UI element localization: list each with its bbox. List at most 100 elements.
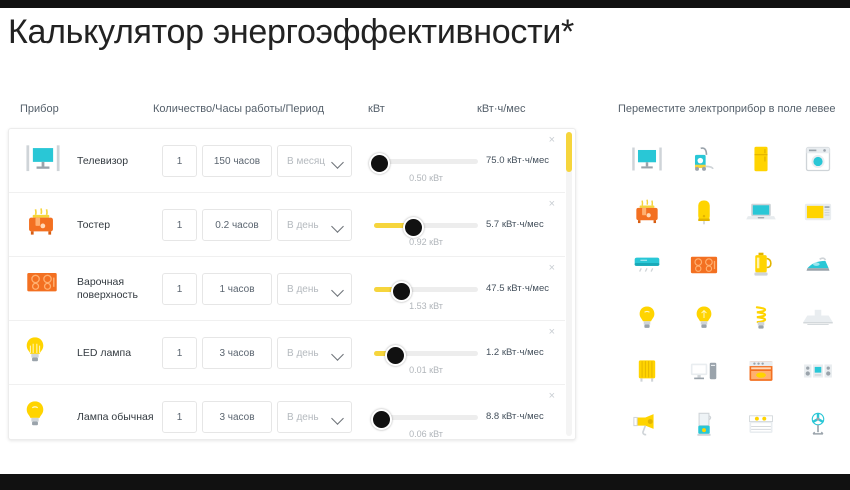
power-slider-fill [374, 287, 399, 292]
period-select[interactable]: В день [277, 337, 352, 369]
period-select[interactable]: В день [277, 273, 352, 305]
remove-row-button[interactable]: × [548, 326, 555, 338]
toaster-icon [23, 205, 69, 245]
cfl-bulb-icon[interactable] [732, 291, 789, 344]
chevron-down-icon [331, 348, 344, 361]
oven-icon[interactable] [732, 344, 789, 397]
list-scrollbar-thumb[interactable] [566, 132, 572, 172]
air-conditioner-icon[interactable] [618, 238, 675, 291]
appliance-name: Лампа обычная [77, 410, 154, 423]
power-slider[interactable] [374, 217, 478, 238]
appliance-name: Тостер [77, 218, 111, 231]
power-slider[interactable] [374, 281, 478, 302]
period-select[interactable]: В месяц [277, 145, 352, 177]
consumption-kwh-value: 1.2 кВт·ч/мес [486, 347, 544, 358]
column-header-device: Прибор [20, 103, 59, 115]
laptop-icon[interactable] [732, 185, 789, 238]
power-slider-thumb[interactable] [384, 345, 406, 366]
list-scrollbar[interactable] [566, 132, 572, 436]
power-slider-thumb[interactable] [390, 281, 412, 302]
fan-icon[interactable] [789, 397, 846, 450]
light-bulb-icon-2[interactable] [675, 291, 732, 344]
power-slider[interactable] [371, 409, 478, 430]
remove-row-button[interactable]: × [548, 390, 555, 402]
power-slider-fill [374, 223, 412, 228]
chevron-down-icon [331, 412, 344, 425]
iron-icon[interactable] [789, 238, 846, 291]
chevron-down-icon [331, 220, 344, 233]
appliance-name: Телевизор [77, 154, 129, 167]
blender-icon[interactable] [675, 397, 732, 450]
appliance-icon-grid [618, 132, 846, 450]
kettle-icon[interactable] [732, 238, 789, 291]
consumption-kwh-value: 75.0 кВт·ч/мес [486, 155, 549, 166]
appliance-row: × Лампа обычная 1 3 часов В день 0.06 кВ… [9, 385, 565, 439]
quantity-input[interactable]: 1 [162, 145, 197, 177]
hours-input[interactable]: 150 часов [202, 145, 272, 177]
appliance-list-card: × Телевизор 1 150 часов В месяц 0.50 кВт… [8, 128, 576, 440]
quantity-input[interactable]: 1 [162, 337, 197, 369]
stereo-system-icon[interactable] [789, 344, 846, 397]
appliance-name: LED лампа [77, 346, 132, 359]
water-heater-icon[interactable] [675, 185, 732, 238]
range-hood-icon[interactable] [789, 291, 846, 344]
microwave-icon[interactable] [789, 185, 846, 238]
oil-heater-icon[interactable] [618, 344, 675, 397]
light-bulb-icon[interactable] [618, 291, 675, 344]
hours-input[interactable]: 0.2 часов [202, 209, 272, 241]
period-select-value: В день [287, 347, 319, 359]
power-slider-thumb[interactable] [371, 409, 393, 430]
power-slider[interactable] [374, 345, 478, 366]
remove-row-button[interactable]: × [548, 198, 555, 210]
power-kw-label: 0.01 кВт [409, 365, 443, 375]
led-bulb-icon [23, 333, 69, 373]
top-black-bar [0, 0, 850, 8]
column-header-kw: кВт [368, 103, 385, 115]
appliance-row: × LED лампа 1 3 часов В день 0.01 кВт 1.… [9, 321, 565, 385]
tv-icon [23, 141, 69, 181]
refrigerator-icon[interactable] [732, 132, 789, 185]
period-select[interactable]: В день [277, 209, 352, 241]
toaster-icon[interactable] [618, 185, 675, 238]
period-select[interactable]: В день [277, 401, 352, 433]
quantity-input[interactable]: 1 [162, 273, 197, 305]
hours-input[interactable]: 3 часов [202, 337, 272, 369]
chevron-down-icon [331, 284, 344, 297]
hours-input[interactable]: 1 часов [202, 273, 272, 305]
appliance-row: × Телевизор 1 150 часов В месяц 0.50 кВт… [9, 129, 565, 193]
remove-row-button[interactable]: × [548, 134, 555, 146]
desktop-computer-icon[interactable] [675, 344, 732, 397]
washing-machine-icon[interactable] [789, 132, 846, 185]
power-kw-label: 0.50 кВт [409, 173, 443, 183]
chevron-down-icon [331, 156, 344, 169]
dishwasher-icon[interactable] [732, 397, 789, 450]
appliance-name: Варочная поверхность [77, 276, 138, 301]
bottom-black-bar [0, 474, 850, 490]
power-slider-fill [374, 351, 393, 356]
power-kw-label: 0.06 кВт [409, 429, 443, 439]
light-bulb-icon [23, 397, 69, 437]
power-slider-thumb[interactable] [403, 217, 425, 238]
cooktop-icon[interactable] [675, 238, 732, 291]
hair-dryer-icon[interactable] [618, 397, 675, 450]
power-slider-thumb[interactable] [369, 153, 391, 174]
right-panel-hint: Переместите электроприбор в поле левее [618, 103, 836, 115]
power-kw-label: 1.53 кВт [409, 301, 443, 311]
period-select-value: В день [287, 411, 319, 423]
power-slider[interactable] [369, 153, 478, 174]
power-kw-label: 0.92 кВт [409, 237, 443, 247]
consumption-kwh-value: 47.5 кВт·ч/мес [486, 283, 549, 294]
cooktop-icon [23, 269, 69, 309]
page-title: Калькулятор энергоэффективности* [8, 13, 574, 51]
quantity-input[interactable]: 1 [162, 209, 197, 241]
column-header-kwh: кВт·ч/мес [477, 103, 526, 115]
period-select-value: В месяц [287, 155, 326, 167]
appliance-row: × Тостер 1 0.2 часов В день 0.92 кВт 5.7… [9, 193, 565, 257]
quantity-input[interactable]: 1 [162, 401, 197, 433]
remove-row-button[interactable]: × [548, 262, 555, 274]
tv-icon[interactable] [618, 132, 675, 185]
vacuum-cleaner-icon[interactable] [675, 132, 732, 185]
column-header-qty-hours-period: Количество/Часы работы/Период [153, 103, 325, 115]
consumption-kwh-value: 8.8 кВт·ч/мес [486, 411, 544, 422]
hours-input[interactable]: 3 часов [202, 401, 272, 433]
